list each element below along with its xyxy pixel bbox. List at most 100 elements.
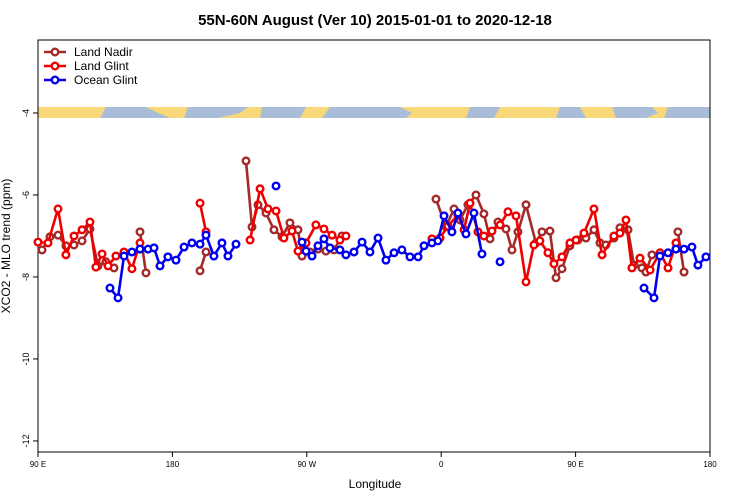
data-point — [413, 252, 423, 262]
data-point — [663, 263, 673, 273]
data-point — [271, 181, 281, 191]
data-point — [285, 218, 295, 228]
x-tick-label: 90 W — [297, 460, 316, 469]
data-point — [469, 208, 479, 218]
data-point — [195, 266, 205, 276]
data-point — [673, 227, 683, 237]
data-point — [119, 251, 129, 261]
data-point — [311, 220, 321, 230]
data-point — [231, 239, 241, 249]
data-point — [341, 250, 351, 260]
data-point — [635, 253, 645, 263]
data-point — [397, 245, 407, 255]
data-point — [679, 244, 689, 254]
data-point — [111, 251, 121, 261]
data-point — [91, 262, 101, 272]
data-point — [335, 235, 345, 245]
data-point — [579, 228, 589, 238]
data-point — [103, 261, 113, 271]
data-point — [639, 283, 649, 293]
data-point — [53, 204, 63, 214]
data-point — [325, 243, 335, 253]
data-point — [209, 251, 219, 261]
data-point — [77, 225, 87, 235]
data-point — [195, 239, 205, 249]
data-point — [663, 248, 673, 258]
data-point — [535, 236, 545, 246]
data-point — [61, 250, 71, 260]
data-point — [647, 250, 657, 260]
data-point — [655, 251, 665, 261]
data-point — [543, 248, 553, 258]
data-point — [495, 257, 505, 267]
x-tick-label: 90 E — [567, 460, 583, 469]
data-point — [241, 156, 251, 166]
legend-swatch-marker — [50, 75, 60, 85]
data-point — [77, 236, 87, 246]
y-tick-label: -4 — [21, 109, 31, 117]
data-point — [521, 277, 531, 287]
data-point — [433, 236, 443, 246]
data-point — [465, 198, 475, 208]
data-point — [43, 238, 53, 248]
data-point — [271, 206, 281, 216]
data-point — [335, 245, 345, 255]
data-point — [349, 247, 359, 257]
data-point — [245, 235, 255, 245]
data-point — [179, 242, 189, 252]
x-tick-label: 90 E — [30, 460, 46, 469]
data-point — [297, 237, 307, 247]
data-point — [495, 220, 505, 230]
data-point — [687, 242, 697, 252]
data-point — [69, 231, 79, 241]
chart-title: 55N-60N August (Ver 10) 2015-01-01 to 20… — [198, 12, 552, 29]
data-point — [301, 246, 311, 256]
data-point — [551, 273, 561, 283]
data-point — [693, 260, 703, 270]
data-point — [477, 249, 487, 259]
data-point — [453, 208, 463, 218]
data-point — [141, 268, 151, 278]
data-point — [255, 184, 265, 194]
data-point — [105, 283, 115, 293]
data-point — [571, 235, 581, 245]
data-point — [597, 250, 607, 260]
data-point — [33, 237, 43, 247]
data-point — [269, 225, 279, 235]
data-point — [53, 230, 63, 240]
data-point — [327, 230, 337, 240]
data-point — [293, 246, 303, 256]
data-point — [627, 263, 637, 273]
data-point — [223, 251, 233, 261]
data-point — [341, 231, 351, 241]
legend-label: Ocean Glint — [74, 73, 138, 87]
data-point — [217, 238, 227, 248]
data-point — [545, 226, 555, 236]
data-point — [557, 252, 567, 262]
data-point — [503, 207, 513, 217]
data-point — [163, 252, 173, 262]
data-point — [381, 255, 391, 265]
map-strip — [38, 107, 710, 118]
series-line — [37, 187, 678, 284]
data-point — [135, 244, 145, 254]
data-point — [97, 249, 107, 259]
data-point — [149, 243, 159, 253]
data-point — [155, 261, 165, 271]
data-point — [507, 245, 517, 255]
data-point — [479, 231, 489, 241]
y-tick-label: -10 — [21, 352, 31, 365]
data-point — [529, 240, 539, 250]
data-point — [549, 259, 559, 269]
data-point — [431, 194, 441, 204]
data-point — [511, 211, 521, 221]
data-point — [479, 209, 489, 219]
data-point — [313, 241, 323, 251]
data-point — [263, 204, 273, 214]
data-point — [501, 224, 511, 234]
data-point — [447, 227, 457, 237]
data-point — [521, 200, 531, 210]
data-point — [487, 226, 497, 236]
